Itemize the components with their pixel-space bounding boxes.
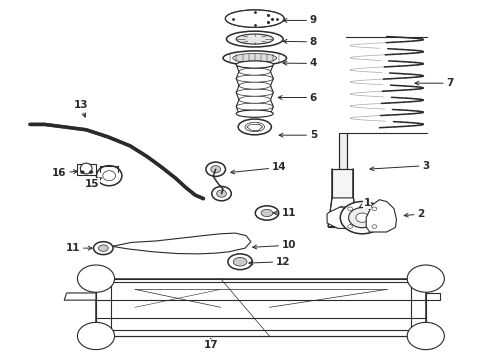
- Text: 5: 5: [279, 130, 317, 140]
- Text: 6: 6: [278, 93, 317, 103]
- Ellipse shape: [226, 31, 283, 47]
- Ellipse shape: [255, 206, 279, 220]
- Text: 4: 4: [283, 58, 317, 68]
- Ellipse shape: [238, 119, 271, 135]
- Ellipse shape: [236, 110, 273, 117]
- Ellipse shape: [236, 61, 273, 68]
- Ellipse shape: [236, 34, 273, 44]
- Ellipse shape: [239, 68, 270, 75]
- Ellipse shape: [339, 215, 346, 220]
- Ellipse shape: [239, 82, 270, 89]
- Ellipse shape: [80, 171, 84, 174]
- Ellipse shape: [228, 254, 252, 270]
- Ellipse shape: [103, 171, 116, 181]
- Ellipse shape: [372, 225, 377, 228]
- Ellipse shape: [407, 322, 444, 350]
- Ellipse shape: [225, 10, 284, 27]
- Ellipse shape: [239, 110, 270, 117]
- Ellipse shape: [407, 265, 444, 292]
- Polygon shape: [339, 134, 346, 169]
- Ellipse shape: [211, 166, 220, 173]
- Ellipse shape: [340, 202, 384, 234]
- Text: 14: 14: [231, 162, 287, 174]
- Polygon shape: [112, 233, 251, 254]
- Text: 11: 11: [273, 208, 296, 218]
- Polygon shape: [366, 200, 396, 232]
- Ellipse shape: [348, 208, 376, 228]
- Ellipse shape: [261, 210, 273, 217]
- Ellipse shape: [236, 103, 273, 110]
- Ellipse shape: [94, 242, 113, 255]
- Ellipse shape: [77, 322, 115, 350]
- Ellipse shape: [233, 257, 247, 266]
- Polygon shape: [64, 293, 96, 300]
- Polygon shape: [327, 207, 351, 228]
- Ellipse shape: [356, 213, 368, 222]
- Text: 10: 10: [253, 240, 296, 250]
- Text: 8: 8: [283, 37, 317, 47]
- Ellipse shape: [77, 265, 115, 292]
- Polygon shape: [328, 198, 357, 226]
- Ellipse shape: [89, 171, 93, 174]
- Text: 1: 1: [359, 198, 371, 208]
- Text: 7: 7: [415, 78, 454, 88]
- Ellipse shape: [97, 166, 122, 186]
- Text: 12: 12: [249, 257, 291, 267]
- Ellipse shape: [212, 186, 231, 201]
- Polygon shape: [426, 293, 441, 300]
- Ellipse shape: [245, 122, 265, 132]
- Ellipse shape: [233, 53, 277, 63]
- Polygon shape: [77, 164, 96, 175]
- Ellipse shape: [206, 162, 225, 176]
- Ellipse shape: [236, 89, 273, 96]
- Ellipse shape: [98, 245, 108, 251]
- Polygon shape: [96, 279, 426, 336]
- Ellipse shape: [223, 51, 287, 65]
- Ellipse shape: [339, 206, 346, 211]
- Text: 3: 3: [370, 161, 429, 171]
- Ellipse shape: [348, 207, 353, 211]
- Ellipse shape: [217, 190, 226, 197]
- Polygon shape: [225, 10, 284, 27]
- Ellipse shape: [372, 207, 377, 211]
- Text: 2: 2: [404, 209, 424, 219]
- Ellipse shape: [348, 225, 353, 228]
- Ellipse shape: [236, 13, 273, 24]
- Text: 15: 15: [85, 178, 101, 189]
- Polygon shape: [332, 169, 353, 226]
- Text: 9: 9: [283, 15, 317, 26]
- Ellipse shape: [236, 75, 273, 82]
- Ellipse shape: [236, 61, 273, 68]
- Text: 16: 16: [52, 168, 77, 178]
- Ellipse shape: [239, 96, 270, 103]
- Text: 11: 11: [66, 243, 92, 253]
- Text: 13: 13: [74, 100, 89, 117]
- Ellipse shape: [80, 163, 92, 174]
- Text: 17: 17: [203, 339, 218, 350]
